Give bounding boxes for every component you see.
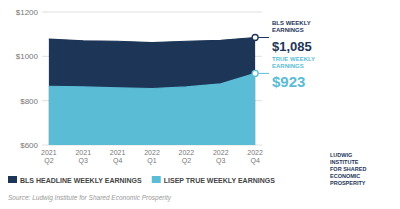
text-line: FOR SHARED — [330, 166, 366, 172]
text-line: 2021 — [41, 149, 57, 156]
text-line: 2022 — [144, 149, 160, 156]
end-marker — [252, 34, 258, 40]
institute-name: LUDWIGINSTITUTEFOR SHAREDECONOMICPROSPER… — [330, 152, 366, 186]
marks — [49, 37, 255, 145]
text-line: 2022 — [213, 149, 229, 156]
text-line: ECONOMIC — [330, 173, 360, 179]
x-tick-label: 2021Q2 — [41, 149, 57, 165]
area — [49, 37, 255, 145]
legend-label: LISEP TRUE WEEKLY EARNINGS — [164, 177, 275, 184]
grid — [42, 12, 262, 145]
y-tick-label: $800 — [20, 97, 38, 106]
grid-line — [42, 12, 262, 13]
x-tick-label: 2022Q4 — [247, 149, 263, 165]
legend: BLS HEADLINE WEEKLY EARNINGS LISEP TRUE W… — [8, 176, 275, 184]
text-line: PROSPERITY — [330, 180, 366, 186]
annotation-title: TRUE WEEKLYEARNINGS — [272, 56, 315, 69]
text-line: Q4 — [250, 157, 259, 165]
text-line: TRUE WEEKLY — [272, 56, 315, 62]
legend-label: BLS HEADLINE WEEKLY EARNINGS — [20, 177, 142, 184]
y-tick-label: $1000 — [16, 52, 39, 61]
text-line: Q2 — [182, 157, 191, 165]
x-tick-label: 2022Q2 — [179, 149, 195, 165]
text-line: LUDWIG — [330, 152, 352, 158]
text-line: Q4 — [113, 157, 122, 165]
text-line: Q1 — [147, 157, 156, 165]
annotation-value: $1,085 — [272, 39, 312, 54]
source-text: Source: Ludwig Institute for Shared Econ… — [8, 194, 172, 202]
text-line: 2022 — [247, 149, 263, 156]
legend-swatch — [8, 176, 17, 183]
y-tick-label: $600 — [20, 141, 38, 150]
text-line: 2022 — [179, 149, 195, 156]
x-tick-label: 2021Q3 — [75, 149, 91, 165]
x-tick-label: 2022Q1 — [144, 149, 160, 165]
annotation-title: BLS WEEKLYEARNINGS — [272, 20, 311, 33]
text-line: INSTITUTE — [330, 159, 359, 165]
annotation-value: $923 — [272, 73, 305, 90]
text-line: Q2 — [44, 157, 53, 165]
text-line: 2021 — [75, 149, 91, 156]
chart-svg: $600$800$1000$12002021Q22021Q32021Q42022… — [0, 0, 400, 209]
y-tick-label: $1200 — [16, 8, 39, 17]
area — [49, 73, 255, 145]
area-line — [49, 73, 255, 88]
x-tick-label: 2021Q4 — [110, 149, 126, 165]
end-marker — [252, 70, 258, 76]
chart-container: $600$800$1000$12002021Q22021Q32021Q42022… — [0, 0, 400, 209]
legend-swatch — [152, 176, 161, 183]
area-line — [49, 37, 255, 42]
text-line: Q3 — [216, 157, 225, 165]
text-line: EARNINGS — [272, 63, 304, 69]
text-line: 2021 — [110, 149, 126, 156]
text-line: EARNINGS — [272, 27, 304, 33]
x-tick-label: 2022Q3 — [213, 149, 229, 165]
text-line: Q3 — [79, 157, 88, 165]
text-line: BLS WEEKLY — [272, 20, 311, 26]
